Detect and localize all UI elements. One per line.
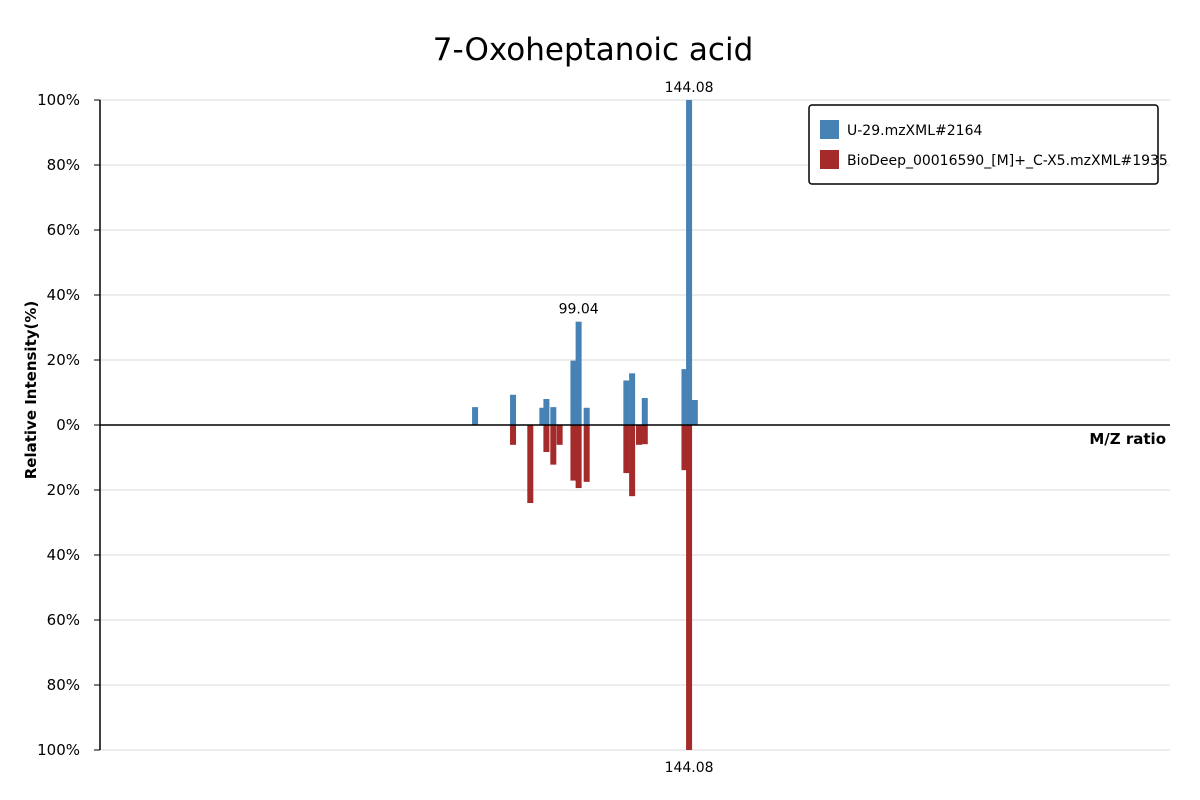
legend-swatch-query: [820, 120, 839, 139]
query-peak-bar: [543, 399, 550, 425]
query-peak-bar: [539, 407, 546, 425]
y-tick-label: 0%: [56, 416, 80, 434]
reference-peak-bar: [641, 425, 648, 445]
reference-peak-bar: [636, 425, 643, 445]
query-peak-bar: [575, 321, 582, 425]
query-peak-bar: [686, 100, 693, 425]
legend-swatch-reference: [820, 150, 839, 169]
y-tick-label: 100%: [37, 741, 80, 759]
y-tick-label: 80%: [47, 156, 80, 174]
legend-label-query: U-29.mzXML#2164: [847, 123, 982, 139]
reference-peak-bar: [510, 425, 517, 445]
reference-peak-bar: [543, 425, 550, 452]
y-tick-label: 100%: [37, 91, 80, 109]
y-ticks: 100% 80% 60% 40% 20% 0% 20% 40% 60% 80% 100%: [37, 91, 100, 759]
query-peak-bar: [623, 380, 630, 425]
reference-peak-bar: [686, 425, 693, 750]
query-peak-bar: [472, 407, 479, 425]
y-tick-label: 60%: [47, 221, 80, 239]
query-peak-label: 144.08: [665, 80, 714, 96]
query-peak-bar: [583, 407, 590, 425]
y-tick-label: 80%: [47, 676, 80, 694]
peak-labels: 99.04 144.08 144.08: [559, 80, 714, 776]
query-peak-bar: [681, 369, 688, 425]
y-tick-label: 20%: [47, 481, 80, 499]
x-axis-title: M/Z ratio: [1089, 430, 1166, 448]
reference-peak-bar: [527, 425, 534, 503]
query-peak-bar: [550, 407, 557, 425]
y-axis-title: Relative Intensity(%): [22, 301, 40, 480]
query-peak-bar: [641, 398, 648, 425]
reference-peak-bar: [623, 425, 630, 474]
query-peak-bar: [570, 360, 577, 425]
reference-peak-bar: [629, 425, 636, 497]
y-tick-label: 60%: [47, 611, 80, 629]
chart-title: 7-Oxoheptanoic acid: [433, 32, 754, 68]
query-peak-bar: [629, 373, 636, 425]
reference-peak-label: 144.08: [665, 760, 714, 776]
reference-peak-bar: [570, 425, 577, 481]
y-tick-label: 40%: [47, 286, 80, 304]
peak-bars: [472, 100, 698, 750]
reference-peak-bar: [575, 425, 582, 489]
query-peak-bar: [510, 394, 517, 425]
query-peak-bar: [691, 399, 698, 425]
reference-peak-bar: [550, 425, 557, 465]
legend: U-29.mzXML#2164 BioDeep_00016590_[M]+_C-…: [808, 104, 1168, 185]
y-tick-label: 40%: [47, 546, 80, 564]
y-tick-label: 20%: [47, 351, 80, 369]
axes: [99, 100, 1170, 750]
query-peak-label: 99.04: [559, 302, 599, 318]
reference-peak-bar: [681, 425, 688, 471]
legend-label-reference: BioDeep_00016590_[M]+_C-X5.mzXML#1935: [847, 153, 1168, 169]
reference-peak-bar: [556, 425, 563, 445]
reference-peak-bar: [583, 425, 590, 482]
legend-box: [808, 104, 1159, 185]
